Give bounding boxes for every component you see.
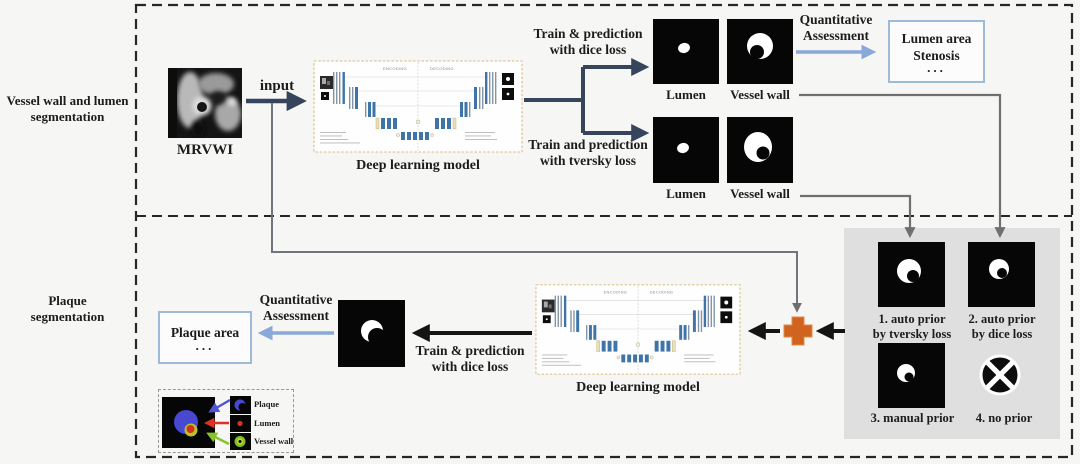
prior2-label-line2: by dice loss xyxy=(971,327,1033,342)
prior2-image xyxy=(968,242,1035,307)
prior3-label: 3. manual prior xyxy=(870,411,955,425)
qa-bottom-label-line1: Quantitative xyxy=(259,292,333,307)
section-vessel-label-line1: Vessel wall and lumen xyxy=(6,93,129,108)
dice-branch-label-line2: with dice loss xyxy=(549,42,627,58)
input-arrow-label: input xyxy=(259,78,295,94)
qa-top-label-line2: Assessment xyxy=(803,28,869,44)
legend-lumen-label: Lumen xyxy=(254,418,280,428)
legend-lumen-swatch xyxy=(230,415,251,432)
legend-vessel-label: Vessel wall xyxy=(254,436,294,446)
prior1-image xyxy=(878,242,945,307)
dice-branch-label-line1: Train & prediction xyxy=(533,26,643,41)
dice-vessel-caption: Vessel wall xyxy=(730,87,790,102)
dice-vessel-image xyxy=(727,19,793,84)
result-lumen-area: Lumen area xyxy=(901,31,972,47)
result-ellipsis-bottom: ... xyxy=(195,337,215,353)
dice-vessel-to-prior2-line xyxy=(799,93,1006,239)
prior3-image xyxy=(878,343,945,408)
dice-lumen-image xyxy=(653,19,719,84)
prior1-label-line1: 1. auto prior xyxy=(878,312,946,326)
no-prior-icon xyxy=(978,353,1022,397)
branch-trunk-line xyxy=(524,67,585,133)
train-bottom-label-line1: Train & prediction xyxy=(415,343,525,358)
legend-plaque-swatch xyxy=(230,396,251,414)
prior4-label: 4. no prior xyxy=(975,411,1033,425)
plaque-area-result-box: Plaque area ... xyxy=(158,311,252,364)
mrvwi-image xyxy=(168,68,242,138)
section-plaque-label-line2: segmentation xyxy=(30,308,105,324)
lumen-area-result-box: Lumen area Stenosis ... xyxy=(888,20,985,83)
legend-plaque-label: Plaque xyxy=(254,399,280,409)
deep-learning-model-bottom-label: Deep learning model xyxy=(576,380,700,395)
concat-plus-icon xyxy=(781,314,815,348)
qa-bottom-label-line2: Assessment xyxy=(263,308,329,324)
deep-learning-model-bottom xyxy=(535,283,741,376)
dice-lumen-caption: Lumen xyxy=(666,87,706,102)
legend-composite-image xyxy=(162,397,215,448)
result-ellipsis-top: ... xyxy=(927,60,946,76)
train-bottom-label-line2: with dice loss xyxy=(431,359,509,375)
plaque-result-image xyxy=(338,300,405,367)
prior2-label-line1: 2. auto prior xyxy=(968,312,1036,326)
section-plaque-label-line1: Plaque xyxy=(48,293,87,308)
qa-top-label-line1: Quantitative xyxy=(799,12,873,27)
deep-learning-model-top xyxy=(313,60,523,153)
tversky-branch-label-line1: Train and prediction xyxy=(528,137,648,152)
deep-learning-model-top-label: Deep learning model xyxy=(356,158,480,173)
section-vessel-label-line2: segmentation xyxy=(30,108,105,124)
legend-vessel-swatch xyxy=(230,433,251,450)
tversky-vessel-caption: Vessel wall xyxy=(730,186,790,201)
prior1-label-line2: by tversky loss xyxy=(872,327,952,342)
tversky-branch-label-line2: with tversky loss xyxy=(539,153,636,169)
tversky-lumen-caption: Lumen xyxy=(666,186,706,201)
tversky-vessel-image xyxy=(727,117,793,183)
mrvwi-label: MRVWI xyxy=(176,142,234,158)
